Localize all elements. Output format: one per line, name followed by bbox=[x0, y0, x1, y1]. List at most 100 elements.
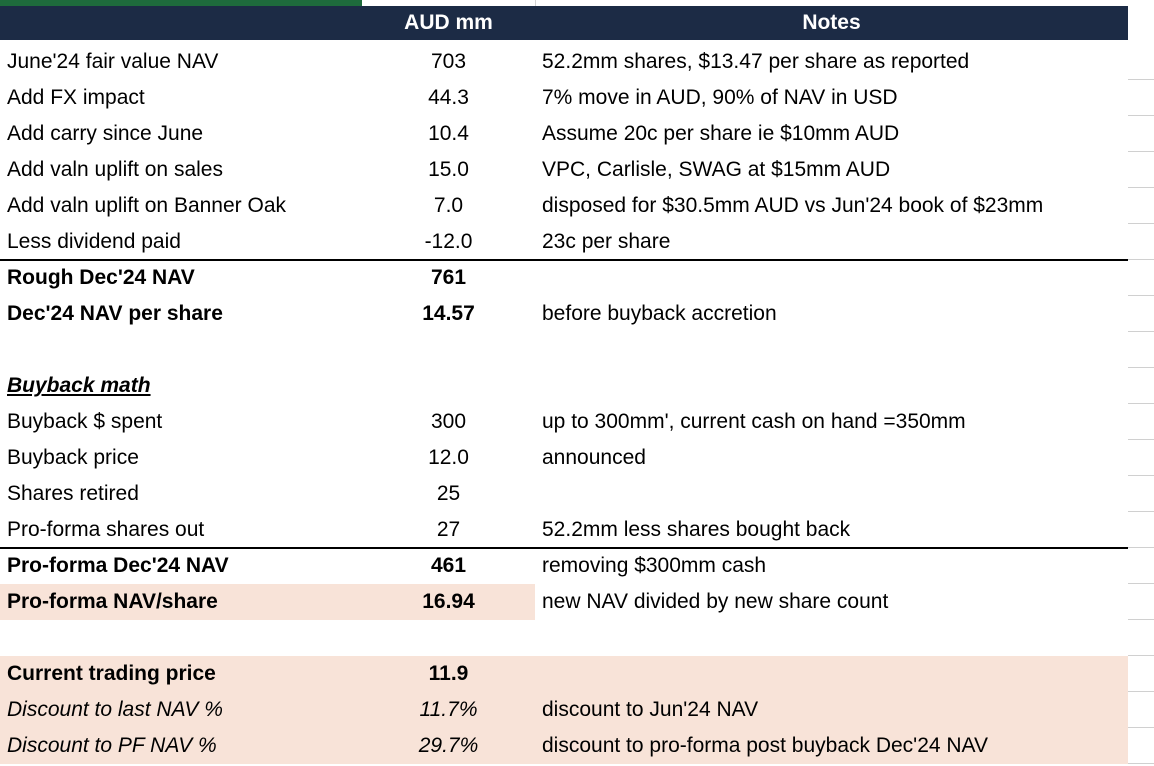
row-value[interactable]: 761 bbox=[430, 266, 467, 289]
row-label[interactable]: Pro-forma Dec'24 NAV bbox=[7, 554, 229, 577]
table-row-highlighted: Current trading price 11.9 bbox=[0, 656, 1154, 692]
row-label[interactable]: Dec'24 NAV per share bbox=[7, 302, 223, 325]
row-label[interactable] bbox=[7, 332, 357, 368]
row-value[interactable]: 7.0 bbox=[433, 194, 464, 217]
table-header: AUD mm Notes bbox=[0, 6, 1128, 40]
gridline bbox=[1128, 115, 1154, 116]
row-note[interactable]: removing $300mm cash bbox=[542, 554, 767, 577]
row-note[interactable] bbox=[542, 656, 1132, 692]
row-value[interactable] bbox=[362, 620, 535, 656]
gridline bbox=[1128, 583, 1154, 584]
row-value[interactable]: 29.7% bbox=[418, 734, 479, 757]
row-value[interactable]: 44.3 bbox=[428, 86, 469, 109]
table-row: June'24 fair value NAV 703 52.2mm shares… bbox=[0, 44, 1154, 80]
row-label[interactable]: Discount to PF NAV % bbox=[7, 734, 217, 757]
row-note[interactable] bbox=[542, 260, 1132, 296]
row-note[interactable]: 52.2mm less shares bought back bbox=[542, 518, 851, 541]
gridline bbox=[1128, 367, 1154, 368]
row-value[interactable]: 461 bbox=[430, 554, 467, 577]
section-title[interactable]: Buyback math bbox=[7, 374, 151, 397]
row-note[interactable] bbox=[542, 476, 1132, 512]
table-row: Less dividend paid -12.0 23c per share bbox=[0, 224, 1154, 260]
header-notes[interactable]: Notes bbox=[802, 11, 861, 34]
row-label[interactable]: Shares retired bbox=[7, 482, 139, 505]
row-label[interactable]: Current trading price bbox=[7, 662, 216, 685]
row-note[interactable] bbox=[542, 620, 1132, 656]
row-value[interactable]: 11.7% bbox=[419, 698, 478, 721]
total-border-line bbox=[0, 259, 1128, 261]
row-label[interactable]: Pro-forma NAV/share bbox=[7, 590, 218, 613]
row-note[interactable]: VPC, Carlisle, SWAG at $15mm AUD bbox=[542, 158, 891, 181]
row-note[interactable] bbox=[542, 368, 1132, 404]
row-label[interactable]: Add FX impact bbox=[7, 86, 145, 109]
selected-column-accent bbox=[0, 0, 362, 6]
row-value[interactable]: 300 bbox=[430, 410, 467, 433]
row-label[interactable]: Pro-forma shares out bbox=[7, 518, 205, 541]
highlight-fill bbox=[0, 656, 1128, 692]
row-value[interactable] bbox=[362, 332, 535, 368]
row-value[interactable]: 25 bbox=[436, 482, 461, 505]
row-value[interactable]: 14.57 bbox=[422, 302, 475, 325]
row-label[interactable]: Buyback $ spent bbox=[7, 410, 163, 433]
row-note[interactable]: before buyback accretion bbox=[542, 302, 777, 325]
gridline bbox=[1128, 331, 1154, 332]
gridline bbox=[1128, 295, 1154, 296]
table-row: Buyback price 12.0 announced bbox=[0, 440, 1154, 476]
table-row: Buyback $ spent 300 up to 300mm', curren… bbox=[0, 404, 1154, 440]
row-value[interactable]: 10.4 bbox=[428, 122, 469, 145]
row-label[interactable]: Rough Dec'24 NAV bbox=[7, 266, 195, 289]
row-value[interactable]: 11.9 bbox=[428, 662, 469, 685]
table-row bbox=[0, 332, 1154, 368]
row-note[interactable]: announced bbox=[542, 446, 646, 469]
row-label[interactable]: June'24 fair value NAV bbox=[7, 50, 219, 73]
gridline bbox=[1128, 475, 1154, 476]
gridline bbox=[1128, 763, 1154, 764]
row-label[interactable]: Buyback price bbox=[7, 446, 139, 469]
row-label[interactable]: Add valn uplift on Banner Oak bbox=[7, 194, 287, 217]
highlight-fill bbox=[0, 692, 1128, 728]
row-note[interactable] bbox=[542, 332, 1132, 368]
gridline bbox=[1128, 223, 1154, 224]
row-note[interactable]: disposed for $30.5mm AUD vs Jun'24 book … bbox=[542, 194, 1044, 217]
table-row: Add carry since June 10.4 Assume 20c per… bbox=[0, 116, 1154, 152]
row-note[interactable]: Assume 20c per share ie $10mm AUD bbox=[542, 122, 900, 145]
table-row: Buyback math bbox=[0, 368, 1154, 404]
row-label[interactable]: Discount to last NAV % bbox=[7, 698, 223, 721]
row-label[interactable]: Add carry since June bbox=[7, 122, 204, 145]
table-row: Dec'24 NAV per share 14.57 before buybac… bbox=[0, 296, 1154, 332]
row-note[interactable]: 52.2mm shares, $13.47 per share as repor… bbox=[542, 50, 970, 73]
highlight-fill bbox=[0, 584, 535, 620]
gridline bbox=[1128, 403, 1154, 404]
gridline bbox=[1128, 619, 1154, 620]
row-value[interactable]: 27 bbox=[436, 518, 461, 541]
row-note[interactable]: new NAV divided by new share count bbox=[542, 590, 889, 613]
row-note[interactable]: discount to pro-forma post buyback Dec'2… bbox=[542, 734, 989, 757]
row-value[interactable]: 703 bbox=[430, 50, 467, 73]
row-note[interactable]: 7% move in AUD, 90% of NAV in USD bbox=[542, 86, 898, 109]
row-value[interactable]: 12.0 bbox=[428, 446, 469, 469]
row-label[interactable]: Add valn uplift on sales bbox=[7, 158, 223, 181]
table-row-highlighted: Discount to PF NAV % 29.7% discount to p… bbox=[0, 728, 1154, 764]
table-row: Pro-forma shares out 27 52.2mm less shar… bbox=[0, 512, 1154, 548]
total-border-line bbox=[0, 547, 1128, 549]
gridline bbox=[1128, 187, 1154, 188]
row-note[interactable]: up to 300mm', current cash on hand =350m… bbox=[542, 410, 966, 433]
column-separator bbox=[535, 0, 536, 6]
row-label[interactable]: Less dividend paid bbox=[7, 230, 181, 253]
row-value[interactable]: 15.0 bbox=[428, 158, 469, 181]
row-value[interactable] bbox=[362, 368, 535, 404]
gridline bbox=[1128, 79, 1154, 80]
table-row: Add FX impact 44.3 7% move in AUD, 90% o… bbox=[0, 80, 1154, 116]
table-row-highlighted: Pro-forma NAV/share 16.94 new NAV divide… bbox=[0, 584, 1154, 620]
gridline bbox=[1128, 655, 1154, 656]
gridline bbox=[1128, 151, 1154, 152]
table-row: Add valn uplift on sales 15.0 VPC, Carli… bbox=[0, 152, 1154, 188]
row-label[interactable] bbox=[7, 620, 357, 656]
table-row-highlighted: Discount to last NAV % 11.7% discount to… bbox=[0, 692, 1154, 728]
sheet-top-strip bbox=[0, 0, 1154, 6]
row-value[interactable]: -12.0 bbox=[424, 230, 473, 253]
header-aud-mm[interactable]: AUD mm bbox=[404, 11, 493, 34]
row-note[interactable]: 23c per share bbox=[542, 230, 671, 253]
row-note[interactable]: discount to Jun'24 NAV bbox=[542, 698, 759, 721]
row-value[interactable]: 16.94 bbox=[422, 590, 475, 613]
